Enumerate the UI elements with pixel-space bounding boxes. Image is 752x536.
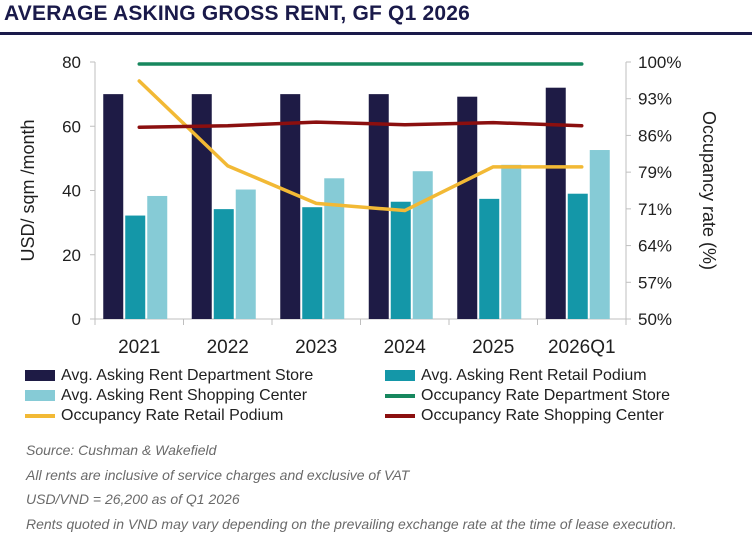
bar [413, 171, 433, 319]
footnote: USD/VND = 26,200 as of Q1 2026 [26, 487, 752, 512]
legend-label: Avg. Asking Rent Shopping Center [61, 387, 307, 405]
y2-tick-label: 100% [638, 53, 681, 72]
combo-chart: 0 20 40 60 80 50% 57% 64% 71% 79% 86% 93% 100% 2021 20… [0, 0, 752, 362]
y-tick-label: 60 [62, 117, 81, 136]
y2-tick-label: 79% [638, 163, 672, 182]
y2-tick-label: 50% [638, 310, 672, 329]
y2-tick-label: 93% [638, 90, 672, 109]
bar [479, 199, 499, 319]
legend-label: Avg. Asking Rent Retail Podium [421, 367, 647, 385]
bar [125, 216, 145, 319]
legend-swatch [385, 370, 415, 381]
legend-label: Occupancy Rate Retail Podium [61, 407, 283, 425]
legend-swatch [385, 414, 415, 418]
x-tick-label: 2025 [472, 337, 514, 358]
footnote: All rents are inclusive of service charg… [26, 463, 752, 488]
y2-tick-label: 86% [638, 126, 672, 145]
legend-item: Avg. Asking Rent Shopping Center [25, 386, 307, 405]
bar [546, 88, 566, 319]
y-tick-label: 0 [72, 310, 81, 329]
bar [457, 97, 477, 319]
footnotes: Source: Cushman & Wakefield All rents ar… [26, 438, 752, 536]
source-note: Source: Cushman & Wakefield [26, 438, 752, 463]
y2-tick-label: 64% [638, 237, 672, 256]
chart-legend: Avg. Asking Rent Department Store Avg. A… [25, 363, 745, 429]
footnote: Rents quoted in VND may vary depending o… [26, 512, 752, 536]
legend-item: Occupancy Rate Department Store [385, 386, 670, 405]
legend-swatch [25, 414, 55, 418]
y-tick-label: 20 [62, 246, 81, 265]
y2-axis-title: Occupancy rate (%) [699, 111, 719, 270]
x-tick-label: 2021 [118, 337, 160, 358]
y-tick-label: 40 [62, 182, 81, 201]
bar [324, 178, 344, 319]
x-tick-label: 2024 [384, 337, 427, 358]
legend-swatch [25, 370, 55, 381]
y2-tick-label: 57% [638, 273, 672, 292]
legend-item: Occupancy Rate Shopping Center [385, 406, 664, 425]
bar [391, 202, 411, 319]
bar [302, 207, 322, 319]
bar [590, 150, 610, 319]
x-tick-label: 2023 [295, 337, 337, 358]
y2-tick-label: 71% [638, 200, 672, 219]
bar [501, 165, 521, 319]
legend-item: Avg. Asking Rent Department Store [25, 366, 313, 385]
legend-label: Occupancy Rate Department Store [421, 387, 670, 405]
x-tick-label: 2026Q1 [548, 337, 616, 358]
legend-item: Occupancy Rate Retail Podium [25, 406, 283, 425]
bar [147, 196, 167, 319]
bar [103, 94, 123, 319]
bar [214, 209, 234, 319]
bar [568, 194, 588, 319]
legend-label: Occupancy Rate Shopping Center [421, 407, 664, 425]
legend-swatch [25, 390, 55, 401]
legend-item: Avg. Asking Rent Retail Podium [385, 366, 647, 385]
bar [236, 190, 256, 319]
bar [280, 94, 300, 319]
x-tick-label: 2022 [207, 337, 249, 358]
legend-label: Avg. Asking Rent Department Store [61, 367, 313, 385]
legend-swatch [385, 394, 415, 398]
y-axis-title: USD/ sqm /month [18, 119, 38, 261]
y-tick-label: 80 [62, 53, 81, 72]
